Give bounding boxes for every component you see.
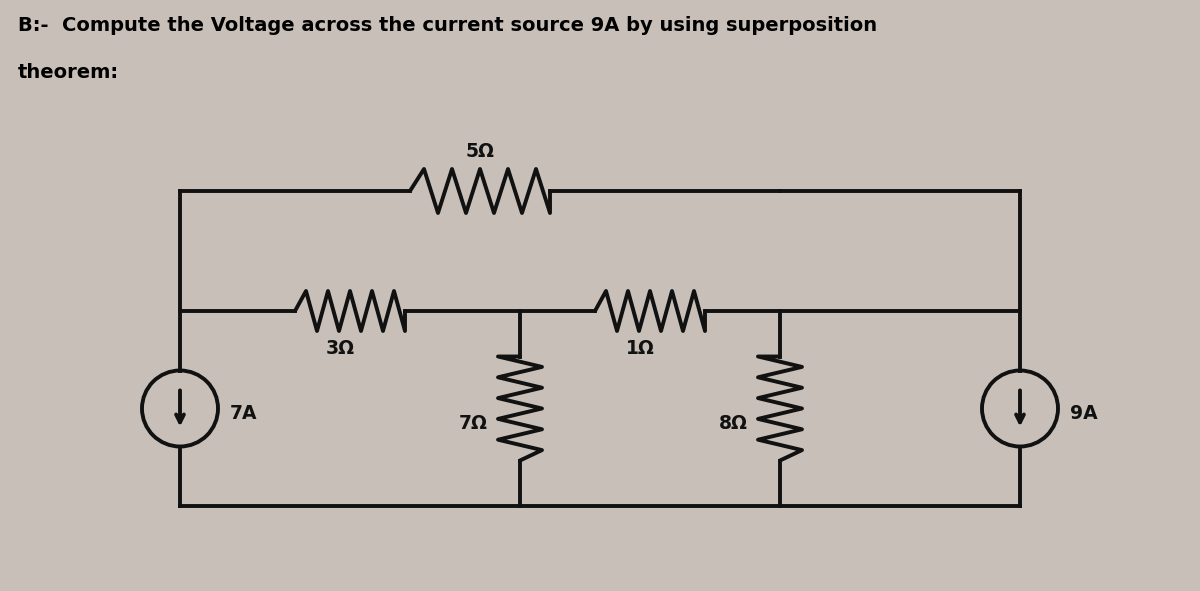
Text: 7A: 7A: [230, 404, 258, 423]
Text: 7Ω: 7Ω: [460, 414, 488, 433]
Text: 8Ω: 8Ω: [719, 414, 748, 433]
Text: B:-  Compute the Voltage across the current source 9A by using superposition: B:- Compute the Voltage across the curre…: [18, 16, 877, 35]
Text: 9A: 9A: [1070, 404, 1098, 423]
Text: theorem:: theorem:: [18, 63, 119, 82]
Text: 3Ω: 3Ω: [325, 339, 354, 358]
Text: 5Ω: 5Ω: [466, 142, 494, 161]
Text: 1Ω: 1Ω: [625, 339, 654, 358]
